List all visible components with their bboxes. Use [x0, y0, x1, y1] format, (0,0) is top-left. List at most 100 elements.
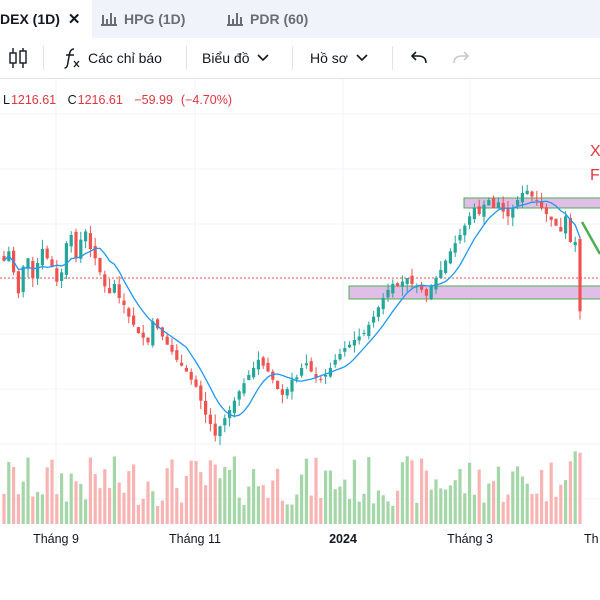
- volume-bar: [496, 466, 500, 524]
- tab-dex[interactable]: DEX (1D) ✕: [0, 0, 92, 38]
- candle-body: [26, 258, 30, 269]
- redo-button[interactable]: [452, 38, 470, 78]
- candle-body: [372, 316, 376, 323]
- change-percent: (−4.70%): [180, 93, 232, 107]
- volume-bar: [228, 469, 232, 524]
- close-icon[interactable]: ✕: [67, 11, 81, 28]
- candle-body: [324, 375, 328, 377]
- candle-body: [477, 206, 481, 214]
- candle-body: [487, 200, 491, 206]
- candle-body: [386, 289, 390, 298]
- volume-bar: [300, 474, 304, 524]
- volume-bar: [367, 457, 371, 524]
- volume-bar: [50, 459, 54, 524]
- volume-bar: [362, 493, 366, 524]
- volume-bar: [338, 486, 342, 524]
- candle-style-button[interactable]: [8, 38, 28, 78]
- undo-button[interactable]: [410, 38, 428, 78]
- volume-bar: [7, 462, 11, 524]
- undo-icon: [410, 51, 427, 64]
- volume-bar: [74, 481, 78, 524]
- candle-body: [84, 231, 88, 242]
- volume-bar: [103, 469, 107, 524]
- axis-label-nov: Tháng 11: [169, 532, 221, 546]
- volume-bar: [520, 476, 524, 524]
- tab-hpg[interactable]: HPG (1D): [100, 0, 185, 38]
- projection-arrow[interactable]: [580, 221, 600, 255]
- volume-bar: [271, 480, 275, 524]
- chart-type-dropdown[interactable]: Biểu đồ: [202, 38, 270, 78]
- volume-bar: [261, 485, 265, 524]
- candle-body: [496, 202, 500, 209]
- volume-bar: [60, 473, 64, 524]
- volume-bar: [434, 479, 438, 524]
- volume-bar: [232, 456, 236, 524]
- candle-body: [420, 285, 424, 290]
- corner-annotation: X F: [590, 140, 600, 188]
- candle-body: [55, 268, 59, 282]
- volume-bar: [189, 460, 193, 524]
- volume-bar: [525, 483, 529, 524]
- change-value: −59.99: [134, 93, 173, 107]
- candle-body: [362, 333, 366, 334]
- volume-bar: [554, 496, 558, 524]
- candle-body: [132, 315, 136, 325]
- candle-body: [247, 375, 251, 380]
- volume-bar: [208, 460, 212, 524]
- resistance-zone[interactable]: [463, 197, 600, 209]
- candle-body: [348, 344, 352, 348]
- candle-body: [290, 379, 294, 392]
- volume-bar: [223, 466, 227, 524]
- candle-body: [98, 257, 102, 273]
- volume-bar: [117, 482, 121, 524]
- close-value: 1216.61: [77, 93, 123, 107]
- volume-bar: [343, 479, 347, 524]
- tab-hpg-label: HPG (1D): [124, 11, 186, 27]
- candle-body: [160, 327, 164, 337]
- volume-bar: [175, 488, 179, 524]
- volume-bar: [45, 467, 49, 524]
- candle-body: [314, 374, 318, 378]
- candle-body: [151, 321, 155, 346]
- bar-chart-icon: [227, 13, 243, 26]
- candle-body: [424, 289, 428, 296]
- candle-body: [223, 418, 227, 426]
- candle-body: [319, 378, 323, 380]
- candle-body: [549, 216, 553, 220]
- candle-body: [391, 284, 395, 294]
- candle-body: [271, 371, 275, 380]
- candle-body: [333, 359, 337, 365]
- volume-bar: [295, 494, 299, 524]
- low-key: L: [3, 93, 10, 107]
- candle-body: [309, 361, 313, 372]
- candle-body: [122, 300, 126, 305]
- candle-body: [285, 389, 289, 396]
- candle-body: [74, 231, 78, 259]
- tab-pdr[interactable]: PDR (60): [226, 0, 308, 38]
- candle-body: [199, 385, 203, 401]
- volume-bar: [136, 504, 140, 524]
- candle-body: [410, 275, 414, 284]
- volume-bar: [88, 457, 92, 524]
- candle-body: [2, 256, 6, 261]
- price-chart[interactable]: [0, 79, 600, 528]
- time-axis[interactable]: Tháng 9 Tháng 11 2024 Tháng 3 Th: [0, 528, 600, 548]
- candle-body: [64, 243, 68, 275]
- volume-bar: [31, 496, 35, 524]
- candle-body: [544, 207, 548, 214]
- candle-body: [578, 238, 582, 312]
- volume-bar: [290, 504, 294, 524]
- candle-body: [516, 200, 520, 206]
- candle-body: [218, 426, 222, 437]
- indicators-button[interactable]: Các chỉ báo: [62, 38, 162, 78]
- volume-bar: [506, 494, 510, 524]
- volume-bar: [511, 471, 515, 524]
- volume-bars: [2, 451, 582, 524]
- close-key: C: [67, 93, 77, 107]
- volume-bar: [410, 460, 414, 524]
- volume-bar: [165, 468, 169, 524]
- volume-bar: [194, 461, 198, 524]
- volume-bar: [324, 470, 328, 524]
- chevron-down-icon: [356, 54, 368, 62]
- profile-dropdown[interactable]: Hồ sơ: [310, 38, 368, 78]
